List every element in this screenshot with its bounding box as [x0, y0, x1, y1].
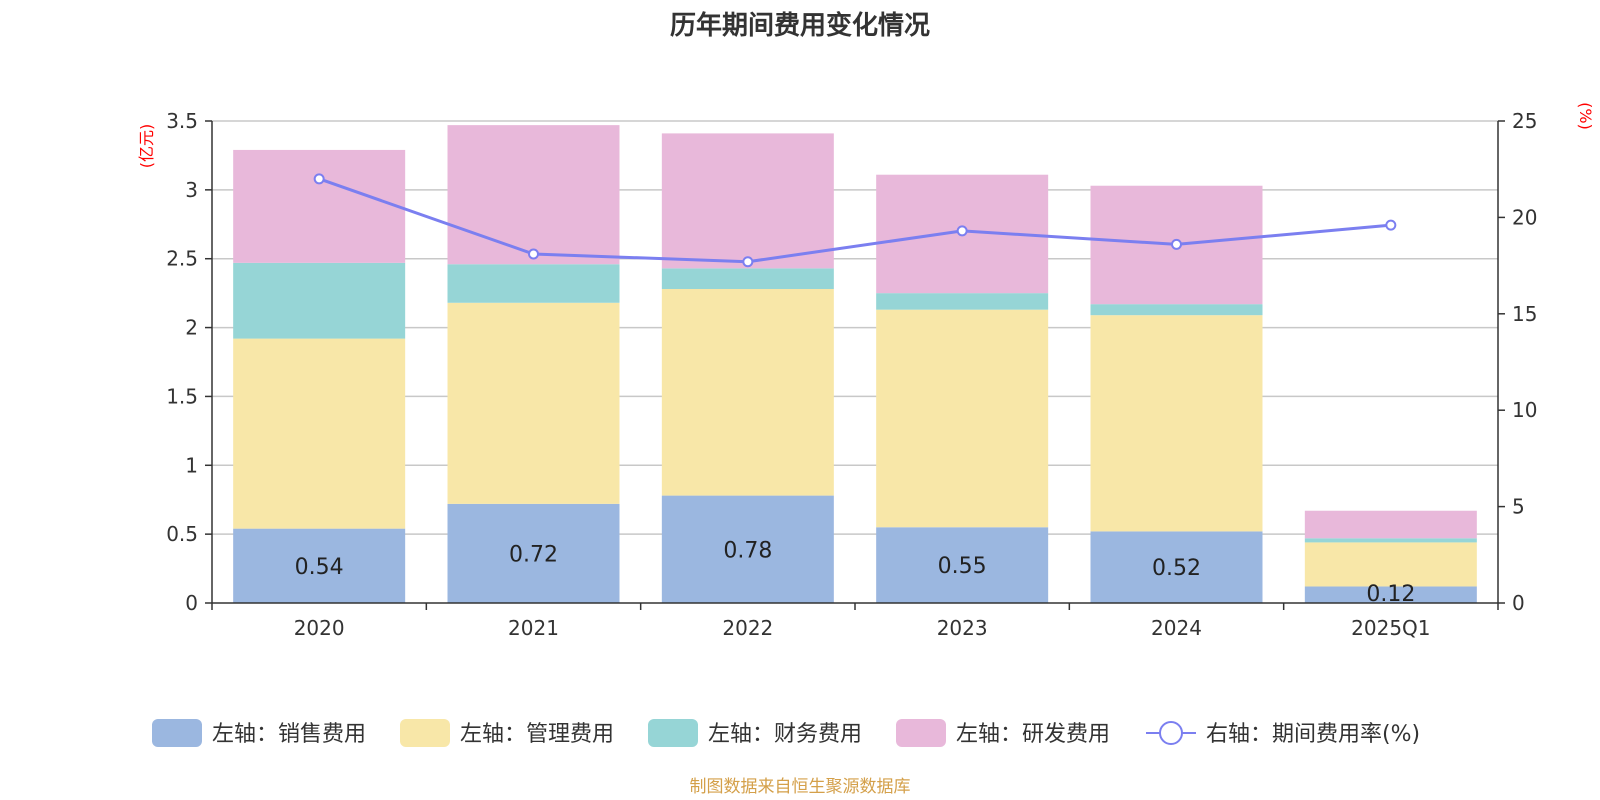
right-tick-label: 20 — [1512, 205, 1537, 229]
right-tick-label: 5 — [1512, 495, 1525, 519]
left-tick-label: 2 — [185, 316, 198, 340]
bar-data-label: 0.52 — [1152, 556, 1201, 581]
bar-segment — [661, 289, 834, 496]
bar-series — [233, 125, 1477, 603]
x-tick-label: 2023 — [937, 616, 988, 640]
bar-segment — [233, 528, 406, 603]
axes: 0 0.5 1 1.5 2 2.5 3 3.5 0 5 10 15 20 25 2020 2021 2022 20… — [166, 109, 1537, 640]
legend-swatch — [152, 719, 202, 747]
bar-segment — [1090, 304, 1263, 316]
rate-point — [742, 256, 754, 268]
legend-swatch — [400, 719, 450, 747]
rate-point — [1385, 219, 1397, 231]
legend-swatch — [896, 719, 946, 747]
legend-label: 左轴：销售费用 — [212, 722, 366, 747]
chart-title: 历年期间费用变化情况 — [670, 10, 930, 41]
left-tick-label: 0 — [185, 591, 198, 615]
bar-segment — [1090, 315, 1263, 532]
bar-segment — [447, 125, 620, 265]
left-tick-label: 0.5 — [166, 522, 198, 546]
bar-segment — [233, 262, 406, 339]
legend-label: 右轴：期间费用率(%) — [1206, 722, 1420, 747]
x-tick-label: 2021 — [508, 616, 559, 640]
bar-segment — [1304, 542, 1477, 587]
rate-point — [956, 225, 968, 237]
left-tick-label: 3 — [185, 178, 198, 202]
bar-data-label: 0.78 — [723, 538, 772, 563]
legend-swatch-marker — [1159, 721, 1183, 745]
bar-data-label: 0.72 — [509, 542, 558, 567]
bar-segment — [1304, 538, 1477, 543]
legend-label: 左轴：管理费用 — [460, 722, 614, 747]
data-labels: 0.54 0.72 0.78 0.55 0.52 0.12 — [295, 538, 1416, 607]
bar-segment — [233, 338, 406, 529]
right-axis-unit: (%) — [1576, 102, 1595, 130]
bar-segment — [661, 495, 834, 603]
rate-line-series — [313, 173, 1397, 268]
bar-segment — [1304, 586, 1477, 603]
left-tick-label: 1 — [185, 453, 198, 477]
bar-segment — [876, 527, 1049, 603]
bar-segment — [876, 293, 1049, 310]
rate-point — [1171, 238, 1182, 250]
source-note: 制图数据来自恒生聚源数据库 — [690, 777, 911, 797]
legend-label: 左轴：研发费用 — [956, 722, 1110, 747]
right-tick-label: 0 — [1512, 591, 1525, 615]
x-tick-label: 2024 — [1151, 616, 1202, 640]
legend-label: 左轴：财务费用 — [708, 722, 862, 747]
x-tick-label: 2022 — [722, 616, 773, 640]
bar-segment — [447, 264, 620, 303]
left-axis-unit: (亿元) — [137, 124, 156, 169]
right-tick-label: 15 — [1512, 302, 1537, 326]
bar-segment — [447, 302, 620, 504]
bar-segment — [447, 503, 620, 603]
bar-segment — [661, 268, 834, 290]
rate-point — [313, 173, 325, 185]
bar-data-label: 0.55 — [938, 554, 987, 579]
legend-swatch — [648, 719, 698, 747]
bar-data-label: 0.54 — [295, 555, 344, 580]
legend: 左轴：销售费用 左轴：管理费用 左轴：财务费用 左轴：研发费用 右轴：期间费用率(%) — [152, 719, 1420, 747]
x-tick-label: 2020 — [294, 616, 345, 640]
left-tick-label: 1.5 — [166, 384, 198, 408]
bar-segment — [661, 133, 834, 269]
x-tick-label: 2025Q1 — [1351, 616, 1430, 640]
bar-data-label: 0.12 — [1366, 582, 1415, 607]
right-tick-label: 25 — [1512, 109, 1537, 133]
left-tick-label: 3.5 — [166, 109, 198, 133]
grid-lines — [212, 120, 1498, 535]
right-tick-label: 10 — [1512, 398, 1537, 422]
bar-segment — [876, 309, 1049, 528]
bar-segment — [233, 149, 406, 263]
bar-segment — [1304, 510, 1477, 539]
bar-segment — [1090, 531, 1263, 603]
left-tick-label: 2.5 — [166, 247, 198, 271]
rate-line — [318, 177, 1391, 264]
rate-point — [528, 248, 539, 260]
